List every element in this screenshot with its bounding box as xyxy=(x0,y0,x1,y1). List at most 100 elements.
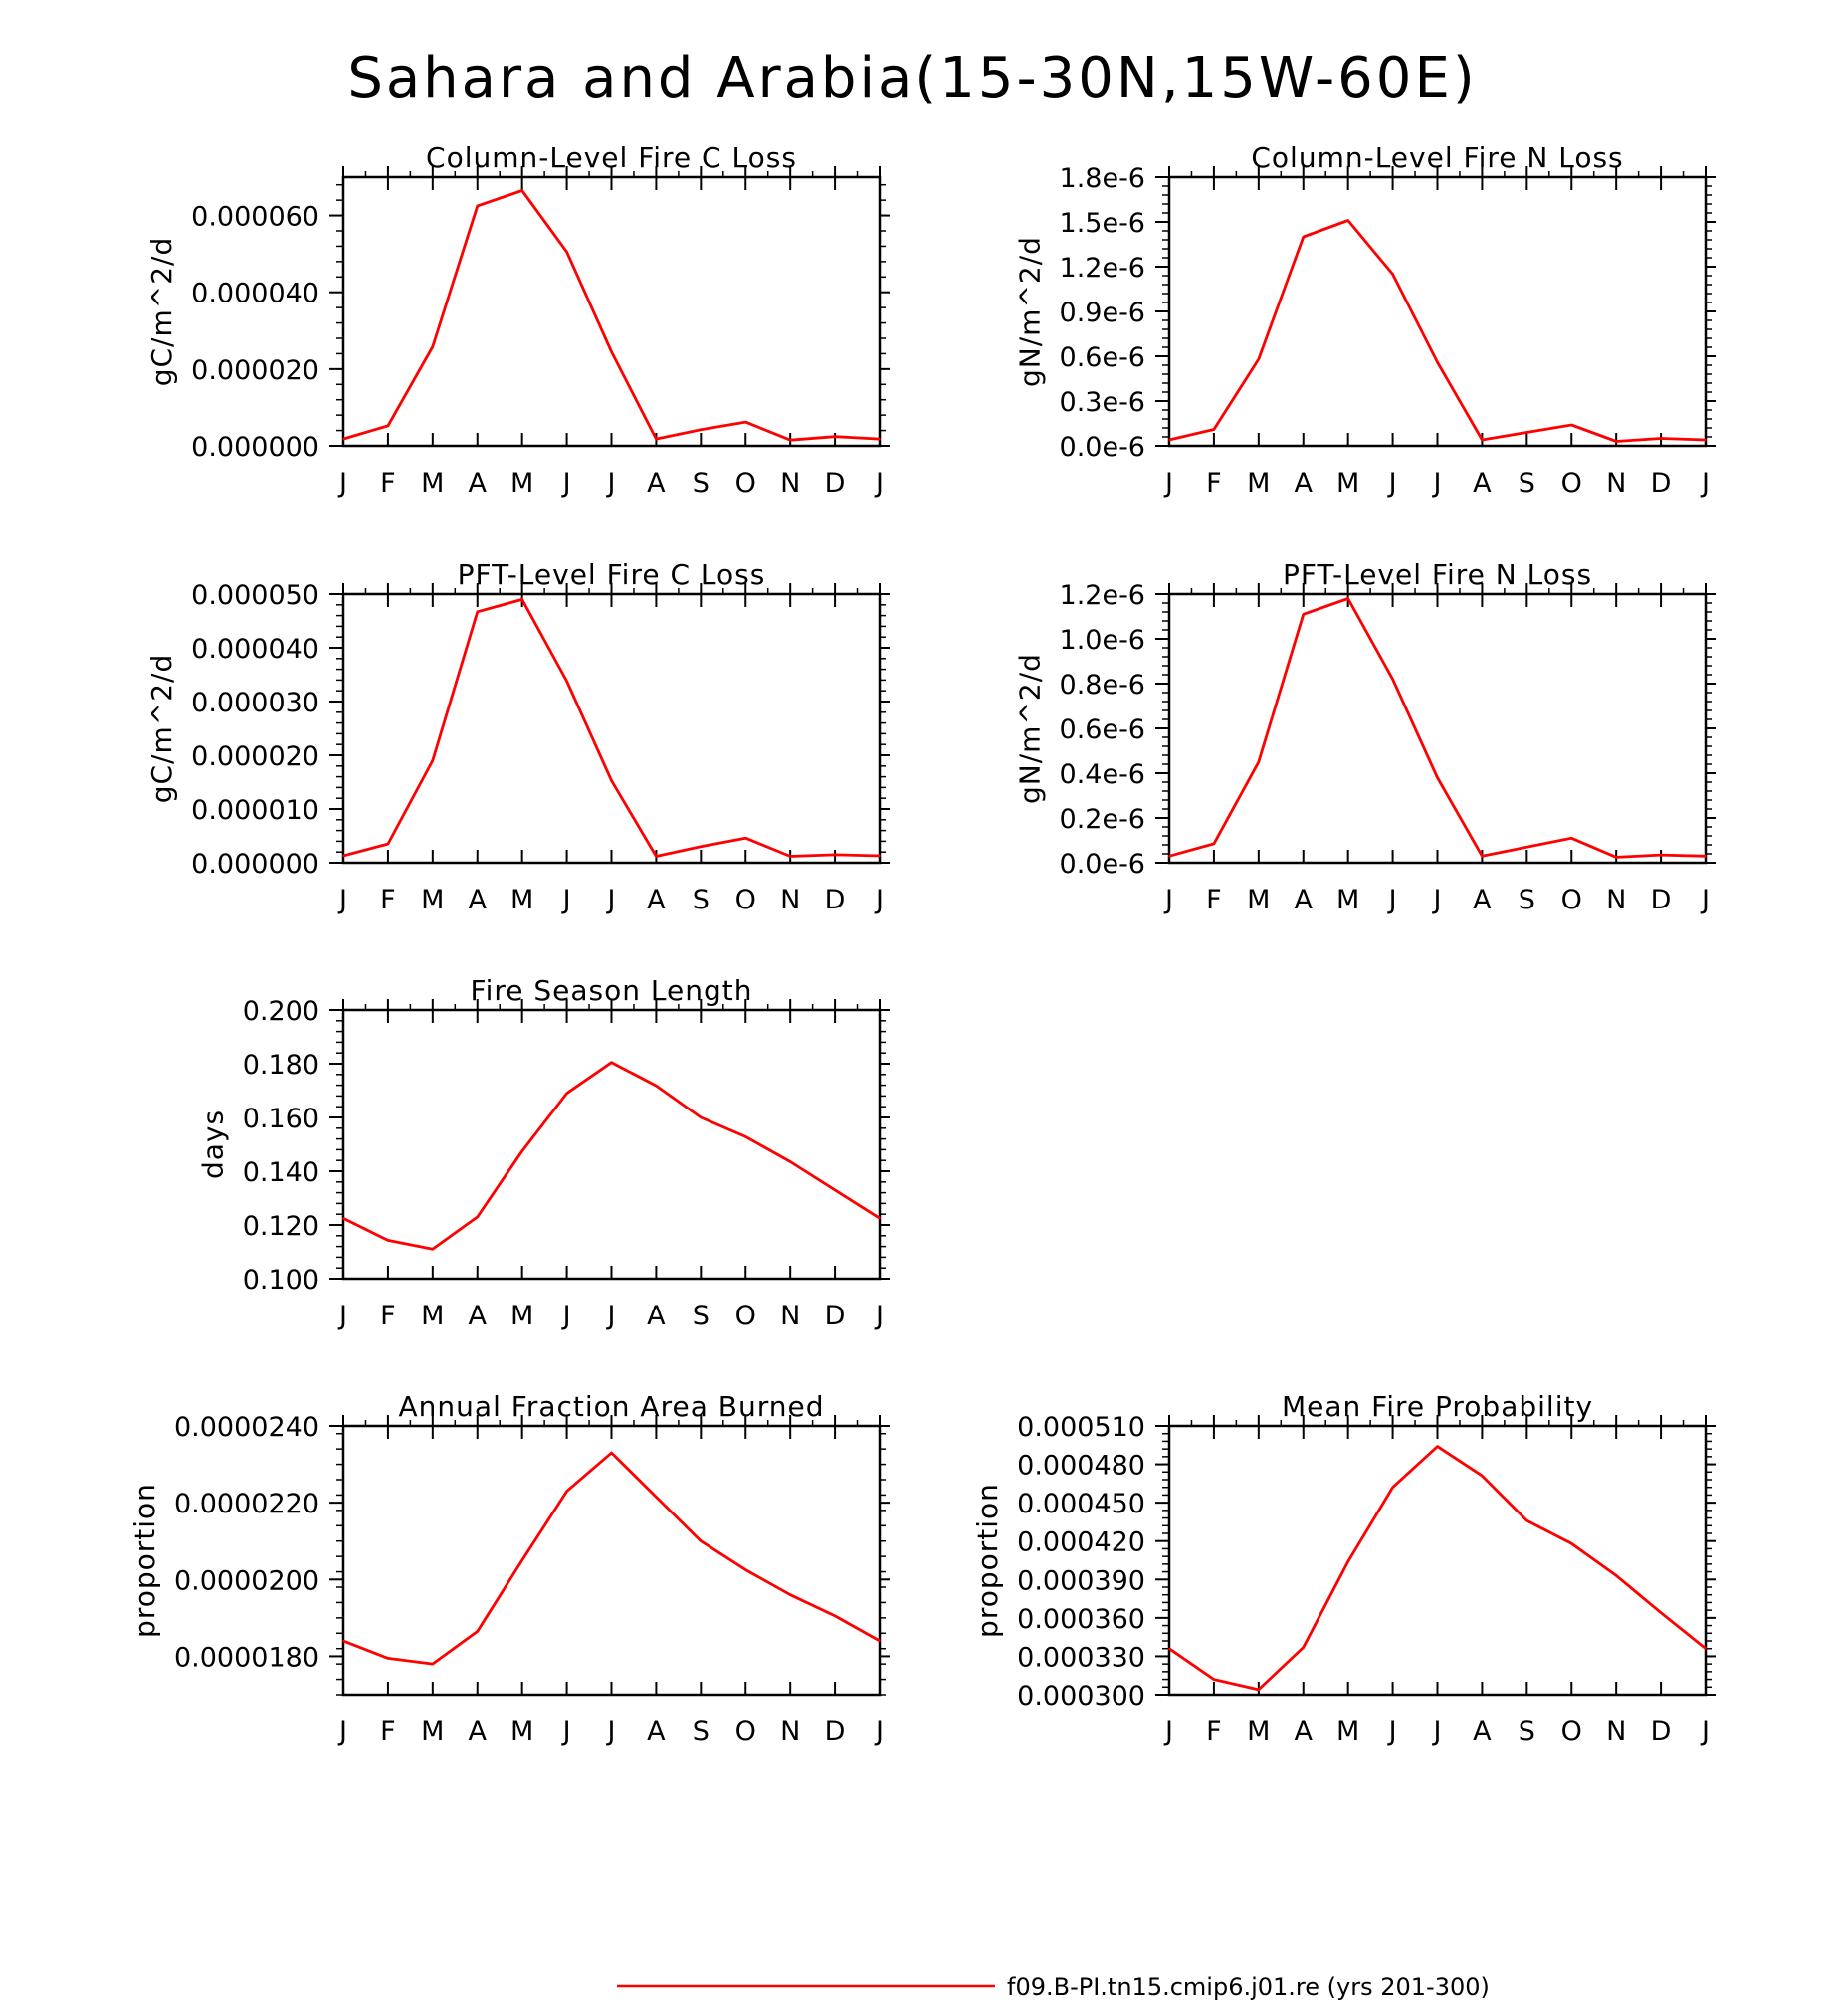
data-point xyxy=(700,846,703,848)
data-point xyxy=(476,205,479,207)
data-point xyxy=(1436,361,1439,363)
x-tick-label: O xyxy=(735,1716,756,1747)
data-point xyxy=(520,1149,523,1152)
x-tick-label: M xyxy=(510,468,533,499)
x-tick-label: J xyxy=(1387,468,1397,499)
x-tick-label: D xyxy=(1651,885,1672,915)
data-point xyxy=(655,1085,658,1087)
series-line xyxy=(342,1451,881,1666)
data-point xyxy=(1346,219,1349,222)
y-tick-label: 0.000010 xyxy=(191,795,319,826)
y-tick-label: 0.180 xyxy=(243,1050,319,1081)
series-line xyxy=(342,1061,881,1251)
panel-title: Column-Level Fire C Loss xyxy=(426,141,797,174)
x-tick-label: J xyxy=(874,1716,884,1747)
x-tick-label: F xyxy=(1206,468,1222,499)
x-tick-label: M xyxy=(1336,468,1359,499)
data-point xyxy=(520,1559,523,1561)
data-point xyxy=(1258,1689,1260,1691)
x-tick-label: J xyxy=(1700,1716,1710,1747)
y-tick-label: 0.9e-6 xyxy=(1060,298,1145,328)
x-tick-label: J xyxy=(561,1716,571,1747)
y-tick-label: 0.000390 xyxy=(1017,1565,1145,1596)
data-point xyxy=(1525,1519,1528,1521)
data-point xyxy=(387,1657,389,1660)
series-line xyxy=(1168,219,1707,443)
y-tick-label: 0.0000240 xyxy=(174,1412,319,1443)
x-tick-label: D xyxy=(1651,468,1672,499)
y-tick-label: 0.6e-6 xyxy=(1060,714,1145,745)
data-point xyxy=(1168,439,1170,441)
y-axis-label: gC/m^2/d xyxy=(145,237,178,387)
x-tick-label: O xyxy=(1561,1716,1582,1747)
data-point xyxy=(387,425,389,427)
data-point xyxy=(1705,1647,1707,1650)
data-point xyxy=(834,1189,836,1191)
x-tick-label: A xyxy=(647,468,666,499)
plot-frame xyxy=(341,1424,882,1697)
x-tick-label: N xyxy=(780,885,800,915)
x-tick-label: N xyxy=(780,468,800,499)
y-tick-label: 0.000000 xyxy=(191,849,319,880)
x-tick-label: N xyxy=(780,1301,800,1331)
data-point xyxy=(879,1640,881,1642)
y-tick-label: 0.2e-6 xyxy=(1060,804,1145,835)
x-tick-label: J xyxy=(1432,1716,1442,1747)
x-tick-label: S xyxy=(1519,885,1535,915)
panel-title: Mean Fire Probability xyxy=(1282,1390,1593,1423)
x-tick-label: J xyxy=(1163,468,1173,499)
x-tick-label: J xyxy=(606,1716,616,1747)
x-tick-label: J xyxy=(606,885,616,915)
data-point xyxy=(1346,597,1349,600)
data-point xyxy=(1302,1646,1305,1649)
plot-frame xyxy=(341,175,882,448)
y-axis-label: proportion xyxy=(971,1483,1004,1638)
data-point xyxy=(1213,428,1215,431)
data-point xyxy=(1302,236,1305,238)
y-axis-label: gC/m^2/d xyxy=(145,654,178,804)
data-point xyxy=(387,1239,389,1242)
data-point xyxy=(834,854,836,856)
x-tick-label: A xyxy=(469,885,488,915)
y-axis-label: gN/m^2/d xyxy=(1014,236,1047,387)
data-point xyxy=(342,855,344,857)
x-tick-label: J xyxy=(337,1716,347,1747)
y-tick-label: 0.000040 xyxy=(191,634,319,665)
data-point xyxy=(1570,1542,1573,1545)
data-point xyxy=(789,855,791,858)
x-tick-label: M xyxy=(510,1301,533,1331)
y-tick-label: 0.000480 xyxy=(1017,1451,1145,1482)
y-tick-label: 0.000030 xyxy=(191,688,319,718)
y-tick-label: 0.0000200 xyxy=(174,1565,319,1596)
y-tick-label: 1.0e-6 xyxy=(1060,625,1145,656)
x-tick-label: N xyxy=(780,1716,800,1747)
x-tick-label: M xyxy=(1247,885,1270,915)
x-tick-label: F xyxy=(380,1301,396,1331)
x-tick-label: D xyxy=(1651,1716,1672,1747)
y-axis-label: gN/m^2/d xyxy=(1014,653,1047,804)
x-tick-label: F xyxy=(1206,885,1222,915)
x-tick-label: A xyxy=(469,468,488,499)
x-tick-label: N xyxy=(1606,1716,1626,1747)
chart-panel-3: J F M A M J J A S O N D J0.0000000.0000100.0000200.0… xyxy=(145,558,890,915)
y-tick-label: 0.0e-6 xyxy=(1060,849,1145,880)
x-tick-label: O xyxy=(1561,468,1582,499)
x-tick-label: M xyxy=(510,885,533,915)
main-title: Sahara and Arabia(15-30N,15W-60E) xyxy=(347,46,1477,110)
y-tick-label: 0.200 xyxy=(243,996,319,1027)
data-point xyxy=(744,837,747,839)
data-point xyxy=(342,1217,344,1220)
data-point xyxy=(1481,1475,1484,1477)
y-tick-label: 0.000020 xyxy=(191,741,319,772)
data-point xyxy=(1705,855,1707,858)
data-point xyxy=(834,1615,836,1617)
x-tick-label: O xyxy=(735,1301,756,1331)
data-point xyxy=(432,759,434,762)
y-tick-label: 0.120 xyxy=(243,1211,319,1242)
y-tick-label: 0.000300 xyxy=(1017,1681,1145,1712)
y-tick-label: 0.4e-6 xyxy=(1060,759,1145,790)
x-tick-label: M xyxy=(421,885,444,915)
x-tick-label: J xyxy=(337,1301,347,1331)
chart-panels: J F M A M J J A S O N D J0.0000000.0000200.0000400.0… xyxy=(128,141,1716,1747)
y-tick-label: 0.6e-6 xyxy=(1060,342,1145,373)
